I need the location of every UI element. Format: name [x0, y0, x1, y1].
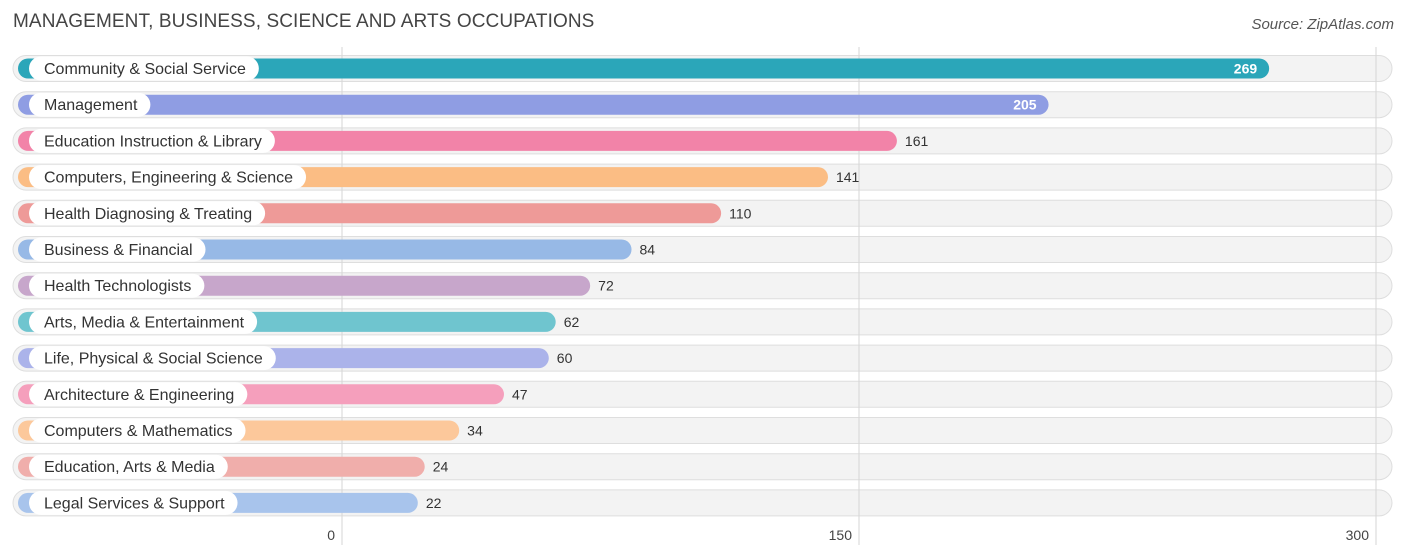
category-label-pill: [29, 237, 206, 262]
value-label: 161: [905, 133, 929, 149]
value-label: 72: [598, 278, 614, 294]
value-label: 205: [1013, 97, 1037, 113]
x-tick-label: 0: [327, 527, 335, 543]
category-label: Education Instruction & Library: [44, 133, 262, 150]
value-label: 34: [467, 423, 483, 439]
category-label: Business & Financial: [44, 242, 193, 259]
category-label-pill: [29, 490, 238, 515]
category-label-pill: [29, 201, 266, 226]
x-tick-label: 150: [829, 527, 853, 543]
category-label-pill: [29, 454, 228, 479]
category-label-pill: [29, 92, 151, 117]
value-label: 60: [557, 350, 573, 366]
category-label: Arts, Media & Entertainment: [44, 314, 245, 331]
category-label: Life, Physical & Social Science: [44, 351, 263, 368]
category-label-pill: [29, 56, 259, 81]
value-label: 22: [426, 495, 442, 511]
category-label: Education, Arts & Media: [44, 459, 215, 476]
value-label: 84: [640, 242, 656, 258]
category-label: Architecture & Engineering: [44, 387, 234, 404]
category-label-pill: [29, 418, 246, 443]
category-label-pill: [29, 165, 307, 190]
x-tick-label: 300: [1346, 527, 1370, 543]
chart-source: Source: ZipAtlas.com: [1251, 16, 1394, 33]
bar: [18, 58, 1270, 79]
category-label-pill: [29, 128, 275, 153]
value-label: 269: [1234, 61, 1258, 77]
value-label: 141: [836, 169, 860, 185]
category-label: Health Diagnosing & Treating: [44, 206, 252, 223]
value-label: 110: [729, 205, 752, 221]
category-label: Computers & Mathematics: [44, 423, 233, 440]
value-label: 47: [512, 386, 528, 402]
value-label: 24: [433, 459, 449, 475]
category-label-pill: [29, 309, 258, 334]
category-label: Legal Services & Support: [44, 495, 225, 512]
category-label-pill: [29, 382, 248, 407]
chart-title: MANAGEMENT, BUSINESS, SCIENCE AND ARTS O…: [13, 11, 595, 32]
category-label-pill: [29, 346, 276, 371]
category-label: Computers, Engineering & Science: [44, 170, 293, 187]
category-label: Community & Social Service: [44, 61, 246, 78]
category-label: Health Technologists: [44, 278, 191, 295]
bar: [18, 94, 1049, 115]
category-label: Management: [44, 97, 138, 114]
value-label: 62: [564, 314, 580, 330]
category-label-pill: [29, 273, 205, 298]
